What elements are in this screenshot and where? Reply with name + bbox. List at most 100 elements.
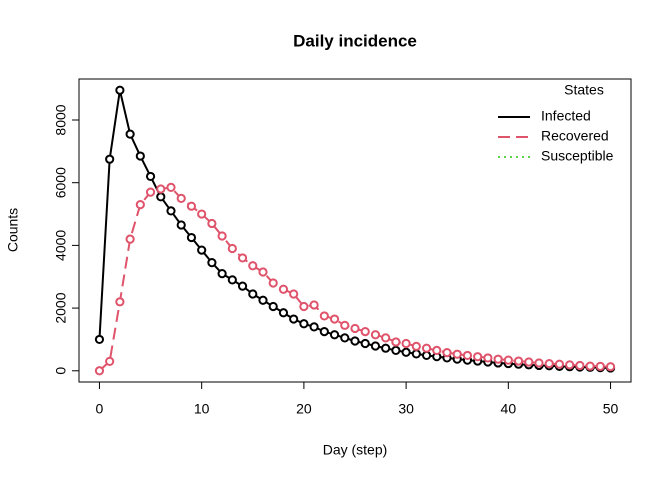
data-point bbox=[401, 338, 411, 349]
data-point bbox=[381, 333, 391, 343]
data-point bbox=[350, 323, 360, 334]
data-point bbox=[350, 336, 360, 346]
data-point bbox=[115, 85, 125, 95]
data-point bbox=[197, 209, 207, 219]
data-point bbox=[115, 297, 125, 307]
data-point bbox=[207, 218, 217, 229]
x-tick-label: 0 bbox=[96, 401, 104, 417]
data-point bbox=[462, 350, 473, 361]
data-point bbox=[544, 358, 554, 369]
data-point bbox=[595, 361, 605, 371]
data-point bbox=[258, 295, 268, 305]
data-point bbox=[217, 269, 227, 279]
data-point bbox=[166, 182, 176, 192]
data-point bbox=[248, 261, 258, 271]
data-point bbox=[186, 201, 197, 211]
x-axis-label: Day (step) bbox=[323, 442, 388, 458]
data-point bbox=[370, 341, 381, 351]
data-point bbox=[217, 231, 227, 241]
data-point bbox=[575, 360, 585, 371]
data-point bbox=[299, 319, 309, 329]
data-point bbox=[554, 359, 565, 369]
data-point bbox=[340, 333, 350, 343]
data-point bbox=[605, 362, 616, 372]
legend-label: Susceptible bbox=[541, 148, 614, 164]
data-point bbox=[565, 360, 575, 370]
data-point bbox=[156, 184, 166, 194]
data-point bbox=[125, 234, 135, 244]
data-point bbox=[391, 337, 401, 347]
data-point bbox=[227, 275, 237, 285]
x-tick-label: 20 bbox=[296, 401, 312, 417]
y-tick-label: 6000 bbox=[53, 167, 69, 198]
data-point bbox=[186, 232, 197, 243]
data-point bbox=[176, 220, 186, 230]
data-point bbox=[370, 330, 381, 340]
y-tick-label: 0 bbox=[53, 367, 69, 375]
data-point bbox=[289, 314, 299, 324]
data-point bbox=[94, 366, 105, 376]
y-axis-label: Counts bbox=[5, 208, 21, 252]
data-point bbox=[442, 347, 452, 358]
data-point bbox=[145, 187, 156, 197]
data-point bbox=[156, 192, 166, 202]
data-point bbox=[381, 343, 391, 353]
data-point bbox=[145, 171, 156, 182]
y-tick-label: 4000 bbox=[53, 230, 69, 261]
data-point bbox=[421, 343, 432, 353]
x-tick-label: 10 bbox=[194, 401, 210, 417]
legend-label: Infected bbox=[541, 108, 591, 124]
x-tick-label: 40 bbox=[501, 401, 517, 417]
data-point bbox=[237, 281, 248, 291]
data-point bbox=[473, 352, 483, 362]
data-point bbox=[248, 289, 258, 299]
data-point bbox=[105, 356, 115, 366]
data-point bbox=[289, 289, 299, 299]
data-point bbox=[268, 278, 278, 288]
data-point bbox=[135, 151, 145, 161]
data-point bbox=[493, 354, 503, 364]
data-point bbox=[105, 154, 115, 164]
data-point bbox=[360, 326, 370, 337]
data-point bbox=[94, 334, 105, 345]
legend-title: States bbox=[564, 82, 604, 98]
y-tick-label: 8000 bbox=[53, 104, 69, 135]
data-point bbox=[278, 308, 289, 318]
data-point bbox=[524, 357, 534, 367]
data-point bbox=[299, 301, 309, 312]
data-point bbox=[309, 322, 319, 332]
data-point bbox=[166, 206, 176, 216]
data-point bbox=[391, 345, 401, 356]
plot-box bbox=[78, 78, 632, 383]
data-point bbox=[534, 358, 544, 368]
data-point bbox=[319, 326, 329, 337]
data-point bbox=[432, 345, 442, 356]
x-tick-label: 30 bbox=[398, 401, 414, 417]
data-point bbox=[329, 314, 340, 324]
data-point bbox=[411, 341, 421, 351]
data-point bbox=[360, 338, 370, 349]
data-point bbox=[278, 284, 289, 294]
data-point bbox=[135, 200, 145, 210]
data-point bbox=[207, 258, 217, 268]
data-point bbox=[411, 349, 421, 359]
data-point bbox=[309, 300, 319, 310]
data-point bbox=[329, 330, 340, 340]
data-point bbox=[585, 361, 595, 371]
data-point bbox=[268, 301, 278, 312]
y-tick-label: 2000 bbox=[53, 292, 69, 323]
legend-label: Recovered bbox=[541, 128, 609, 144]
data-point bbox=[258, 267, 268, 277]
data-point bbox=[340, 320, 350, 330]
x-tick-label: 50 bbox=[603, 401, 619, 417]
data-point bbox=[452, 349, 462, 359]
data-point bbox=[227, 243, 237, 254]
data-point bbox=[197, 245, 207, 255]
data-point bbox=[176, 193, 186, 203]
data-point bbox=[237, 253, 248, 263]
data-point bbox=[513, 356, 524, 366]
data-point bbox=[483, 353, 493, 363]
data-point bbox=[401, 347, 411, 357]
data-point bbox=[503, 355, 513, 365]
